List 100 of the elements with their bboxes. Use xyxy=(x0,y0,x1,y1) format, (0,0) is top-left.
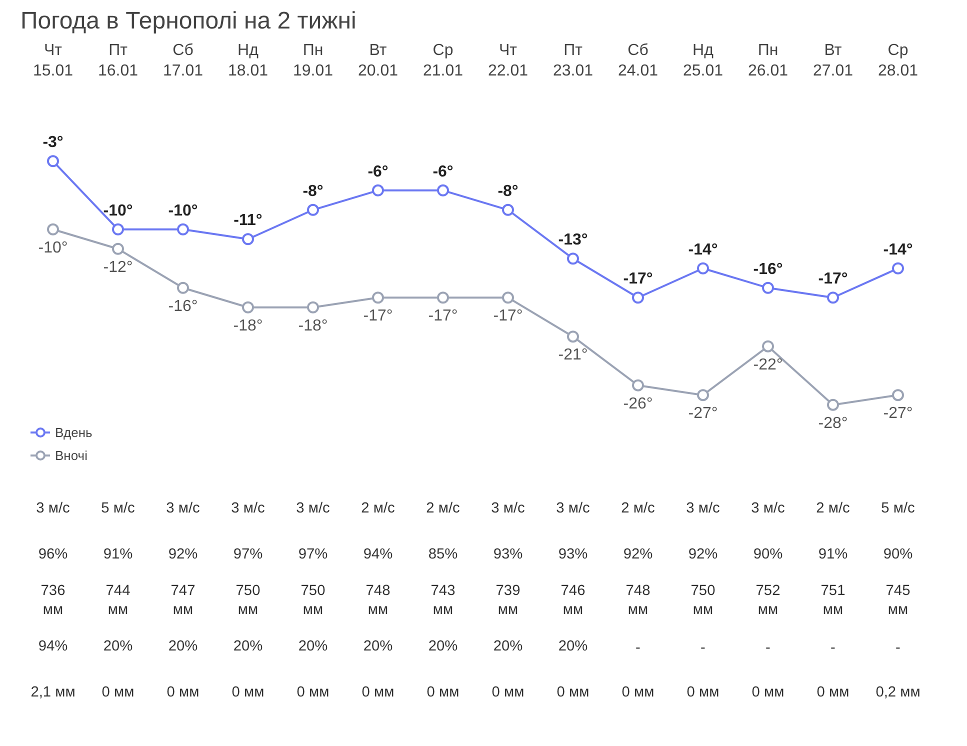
text: 2 м/с xyxy=(816,500,850,516)
text: 743 мм xyxy=(430,582,456,618)
data-label: -16° xyxy=(168,298,198,315)
data-label: -18° xyxy=(298,317,328,334)
text: 93% xyxy=(493,546,523,562)
data-label: -14° xyxy=(688,241,718,258)
text: 751 мм xyxy=(820,582,846,618)
text: 20% xyxy=(363,638,393,654)
text: 745 мм xyxy=(886,582,910,618)
text: 750 мм xyxy=(236,582,260,618)
text: 5 м/с xyxy=(881,500,915,516)
point xyxy=(827,398,839,411)
text: 92% xyxy=(688,546,718,562)
text: - xyxy=(636,640,641,656)
data-label: -3° xyxy=(42,134,64,152)
text: - xyxy=(896,640,901,656)
data-label: -27° xyxy=(883,405,913,422)
text: 2 м/с xyxy=(426,500,460,516)
x-tick-label: Пт 16.01 xyxy=(98,42,138,80)
text: - xyxy=(766,640,771,656)
data-label: -10° xyxy=(103,202,133,220)
text: 747 мм xyxy=(170,582,196,618)
data-label: -27° xyxy=(688,405,718,422)
text: 94% xyxy=(38,638,68,654)
x-tick-label: Пн 19.01 xyxy=(292,42,334,80)
text: 0 мм xyxy=(752,684,784,700)
x-tick-label: Ср 28.01 xyxy=(878,42,918,80)
text: 3 м/с xyxy=(36,500,70,516)
data-label: -10° xyxy=(38,239,68,256)
text: 0 мм xyxy=(102,684,134,700)
text: 94% xyxy=(363,546,393,562)
point xyxy=(242,301,254,314)
data-label: -28° xyxy=(818,414,848,432)
point xyxy=(502,292,514,304)
text: 90% xyxy=(753,546,783,562)
text: 20% xyxy=(558,638,588,654)
text: 0 мм xyxy=(686,684,720,700)
point xyxy=(892,389,904,402)
data-label: -21° xyxy=(558,346,588,364)
data-label: -26° xyxy=(623,395,653,412)
point xyxy=(47,155,59,168)
text: 20% xyxy=(493,638,523,654)
text: 20% xyxy=(233,638,263,654)
x-tick-label: Чт 15.01 xyxy=(32,42,74,80)
data-label: -16° xyxy=(753,260,783,278)
data-label: -17° xyxy=(363,308,393,325)
text: 2 м/с xyxy=(361,500,395,516)
data-label: -12° xyxy=(103,258,133,276)
text: 97% xyxy=(298,546,328,562)
text: 736 мм xyxy=(40,582,66,618)
text: 3 м/с xyxy=(686,500,720,516)
data-label: -6° xyxy=(368,163,388,180)
point xyxy=(112,242,124,255)
data-label: -17° xyxy=(818,270,848,288)
point xyxy=(177,223,189,236)
point xyxy=(827,292,839,304)
text: 0 мм xyxy=(166,684,200,700)
point xyxy=(762,282,774,294)
text: 3 м/с xyxy=(166,500,200,516)
text: 5 м/с xyxy=(101,500,135,516)
x-tick-label: Чт 22.01 xyxy=(488,42,528,80)
data-label: -13° xyxy=(558,232,588,249)
text: 0 мм xyxy=(232,684,264,700)
x-tick-label: Сб 24.01 xyxy=(618,42,658,80)
data-label: -11° xyxy=(234,212,262,230)
data-label: -10° xyxy=(168,202,198,220)
text: 739 мм xyxy=(496,582,520,618)
text: 0,2 мм xyxy=(876,684,920,700)
data-label: -17° xyxy=(493,308,523,325)
text: 748 мм xyxy=(366,582,390,618)
point xyxy=(892,262,904,274)
text: 97% xyxy=(233,546,263,562)
point xyxy=(307,301,319,314)
text: 20% xyxy=(168,638,198,654)
legend-label: Вдень xyxy=(55,424,92,440)
point xyxy=(372,292,384,304)
text: 0 мм xyxy=(816,684,850,700)
x-tick-label: Пт 23.01 xyxy=(552,42,594,80)
text: 20% xyxy=(428,638,458,654)
legend-label: Вночі xyxy=(55,448,88,462)
point xyxy=(567,252,579,265)
text: 20% xyxy=(298,638,328,654)
data-label: -17° xyxy=(623,270,653,288)
point xyxy=(47,223,59,236)
data-label: -8° xyxy=(302,182,324,200)
x-tick-label: Сб 17.01 xyxy=(162,42,204,80)
data-label: -17° xyxy=(428,308,458,325)
point xyxy=(632,379,644,392)
text: 92% xyxy=(623,546,653,562)
text: 0 мм xyxy=(426,684,460,700)
text: 92% xyxy=(168,546,198,562)
point xyxy=(632,292,644,304)
text: 2 м/с xyxy=(621,500,655,516)
point xyxy=(502,204,514,216)
text: 90% xyxy=(883,546,913,562)
text: 746 мм xyxy=(560,582,586,618)
text: 3 м/с xyxy=(491,500,525,516)
text: 91% xyxy=(103,546,133,562)
point xyxy=(762,340,774,352)
text: 3 м/с xyxy=(751,500,785,516)
